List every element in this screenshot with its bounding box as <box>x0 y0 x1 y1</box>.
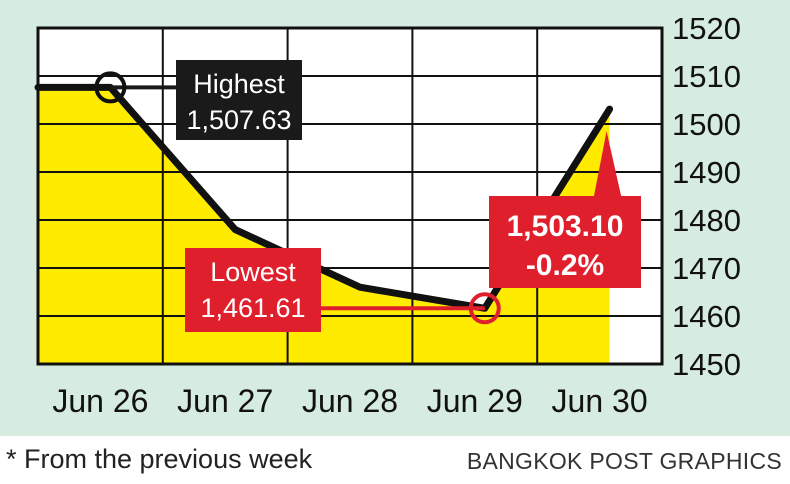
plot-border <box>36 26 664 366</box>
lowest-value: 1,461.61 <box>200 293 305 323</box>
area-fill <box>38 87 610 364</box>
y-tick-label: 1450 <box>672 347 741 382</box>
y-tick-label: 1500 <box>672 107 741 142</box>
y-tick-label: 1470 <box>672 251 741 286</box>
x-tick-label: Jun 28 <box>302 383 398 419</box>
latest-callout-pointer <box>593 131 622 198</box>
highest-marker <box>94 71 127 104</box>
footnote: * From the previous week <box>6 444 313 474</box>
latest-label-box <box>489 196 641 288</box>
x-tick-label: Jun 29 <box>427 383 523 419</box>
lowest-label-box <box>185 248 321 332</box>
highest-label: Highest <box>193 69 285 99</box>
highest-value: 1,507.63 <box>186 105 291 135</box>
x-tick-label: Jun 27 <box>177 383 273 419</box>
y-tick-label: 1460 <box>672 299 741 334</box>
footer: * From the previous week BANGKOK POST GR… <box>0 436 790 484</box>
highest-label-box <box>176 60 302 140</box>
y-tick-label: 1510 <box>672 59 741 94</box>
y-tick-label: 1480 <box>672 203 741 238</box>
index-chart: 1450 1460 1470 1480 1490 1500 1510 1520 Jun 26 Ju… <box>34 11 741 419</box>
y-tick-label: 1490 <box>672 155 741 190</box>
x-tick-label: Jun 26 <box>52 383 148 419</box>
lowest-label: Lowest <box>210 257 296 287</box>
chart-canvas: 1450 1460 1470 1480 1490 1500 1510 1520 Jun 26 Ju… <box>34 11 741 419</box>
latest-value: 1,503.10 <box>507 210 624 243</box>
x-tick-label: Jun 30 <box>552 383 648 419</box>
latest-change: -0.2% <box>526 249 604 282</box>
graphics-credit: BANGKOK POST GRAPHICS <box>466 448 782 474</box>
lowest-marker <box>468 292 501 325</box>
y-tick-label: 1520 <box>672 11 741 46</box>
